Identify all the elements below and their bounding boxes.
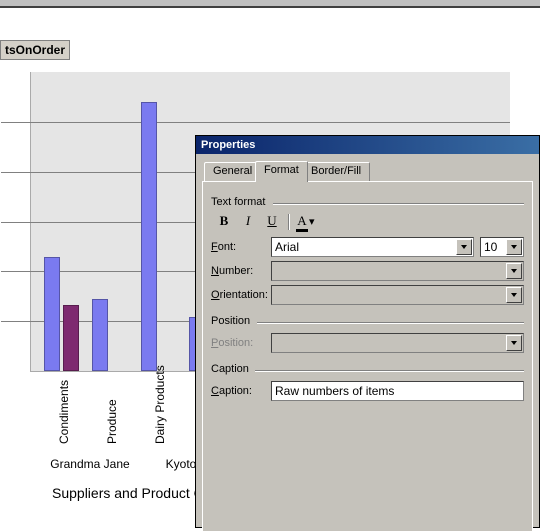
tab-border-fill[interactable]: Border/Fill [302, 162, 370, 181]
caption-label: Caption: [211, 385, 271, 397]
font-color-button[interactable]: A ▾ [296, 213, 314, 231]
category-label: Produce [105, 399, 119, 444]
position-select [271, 333, 524, 353]
font-size-select[interactable]: 10 [480, 237, 524, 257]
bold-button[interactable]: B [215, 213, 233, 231]
dialog-titlebar[interactable]: Properties [196, 136, 539, 154]
app-top-bar [0, 0, 540, 8]
caption-row: Caption: Raw numbers of items [211, 381, 524, 401]
dialog-title: Properties [201, 139, 255, 151]
chevron-down-icon[interactable] [506, 239, 522, 255]
properties-dialog: Properties General Format Border/Fill Te… [195, 135, 540, 528]
tab-strip: General Format Border/Fill [202, 160, 533, 182]
font-label: Font: [211, 241, 271, 253]
chart-bar[interactable] [92, 299, 108, 371]
group-position: Position [211, 315, 524, 327]
position-label: Position: [211, 337, 271, 349]
x-axis-title: Suppliers and Product C [52, 485, 204, 501]
group-caption: Caption [211, 363, 524, 375]
number-label: Number: [211, 265, 271, 277]
orientation-label: Orientation: [211, 289, 271, 301]
chevron-down-icon[interactable] [506, 263, 522, 279]
category-label: Condiments [57, 380, 71, 444]
chevron-down-icon[interactable] [456, 239, 472, 255]
chart-bar[interactable] [44, 257, 60, 371]
font-row: Font: Arial 10 [211, 237, 524, 257]
chevron-down-icon[interactable] [506, 287, 522, 303]
orientation-select[interactable] [271, 285, 524, 305]
text-format-toolbar: B I U A ▾ [215, 213, 524, 231]
italic-button[interactable]: I [239, 213, 257, 231]
tab-format[interactable]: Format [255, 161, 308, 182]
group-text-format: Text format [211, 196, 524, 208]
caption-input[interactable]: Raw numbers of items [271, 381, 524, 401]
orientation-row: Orientation: [211, 285, 524, 305]
format-panel: Text format B I U A ▾ Font: Arial [202, 182, 533, 532]
number-row: Number: [211, 261, 524, 281]
toolbar-separator [288, 214, 289, 230]
category-label: Dairy Products [153, 365, 167, 444]
chart-bar[interactable] [141, 102, 157, 371]
font-name-select[interactable]: Arial [271, 237, 474, 257]
column-header-cell[interactable]: tsOnOrder [0, 40, 70, 60]
position-row: Position: [211, 333, 524, 353]
tab-general[interactable]: General [204, 162, 261, 181]
group-label: Grandma Jane [35, 457, 145, 471]
underline-button[interactable]: U [263, 213, 281, 231]
chart-bar[interactable] [63, 305, 79, 371]
chevron-down-icon [506, 335, 522, 351]
number-format-select[interactable] [271, 261, 524, 281]
